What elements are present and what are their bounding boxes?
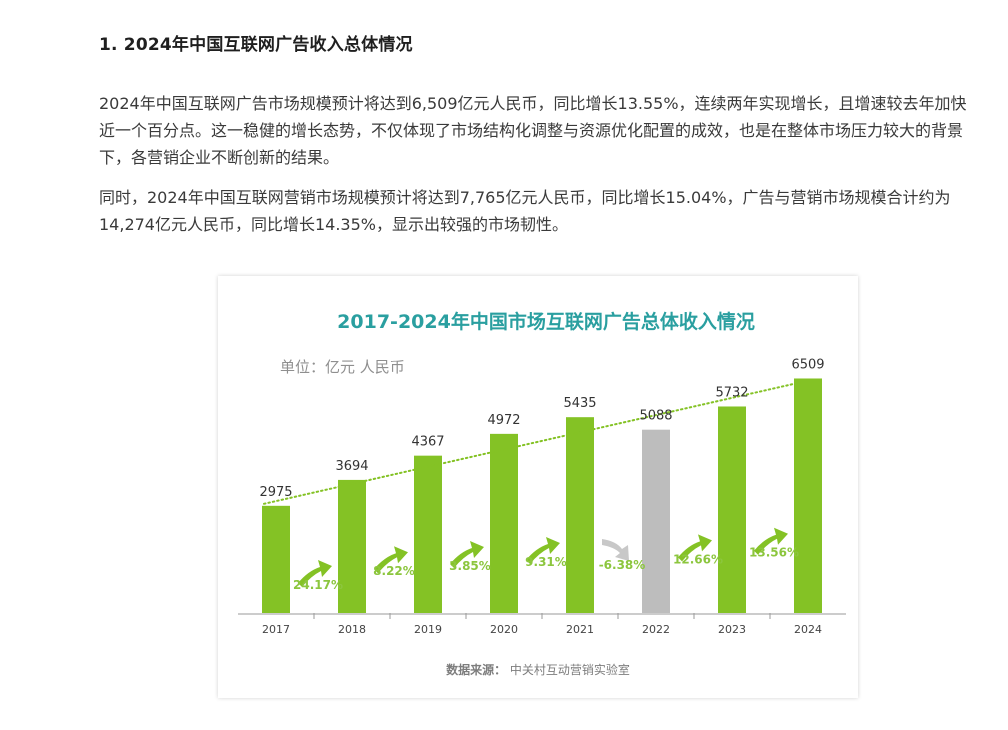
x-tick-2021: 2021	[566, 623, 594, 636]
bar-2023	[718, 406, 746, 613]
bar-2018	[338, 479, 366, 613]
x-tick-2017: 2017	[262, 623, 290, 636]
value-label-2022: 5088	[639, 409, 672, 424]
article-paragraph-1: 2024年中国互联网广告市场规模预计将达到6,509亿元人民币，同比增长13.5…	[99, 94, 967, 167]
x-tick-2024: 2024	[794, 623, 822, 636]
up-arrow-icon-2018	[298, 560, 332, 588]
x-tick-2023: 2023	[718, 623, 746, 636]
article-heading: 1. 2024年中国互联网广告收入总体情况	[99, 35, 413, 55]
bar-2022	[642, 429, 670, 613]
growth-label-2023: 12.66%	[673, 552, 723, 566]
x-tick-2022: 2022	[642, 623, 670, 636]
up-arrow-icon-2019	[374, 546, 408, 574]
chart-title: 2017-2024年中国市场互联网广告总体收入情况	[337, 310, 755, 333]
value-label-2020: 4972	[487, 413, 520, 428]
bar-2024	[794, 378, 822, 613]
bar-2017	[262, 505, 290, 613]
bar-2020	[490, 433, 518, 613]
value-label-2024: 6509	[791, 357, 824, 372]
up-arrow-icon-2023	[678, 534, 712, 562]
up-arrow-icon-2024	[754, 527, 788, 555]
article-paragraph-2: 同时，2024年中国互联网营销市场规模预计将达到7,765亿元人民币，同比增长1…	[99, 188, 951, 234]
chart-unit-label: 单位：亿元 人民币	[280, 358, 405, 376]
trend-line	[263, 381, 801, 505]
source-value: 中关村互动营销实验室	[510, 662, 630, 677]
down-arrow-icon-2022	[602, 539, 629, 562]
x-tick-2020: 2020	[490, 623, 518, 636]
bar-2021	[566, 417, 594, 613]
value-label-2019: 4367	[411, 435, 444, 450]
up-arrow-icon-2021	[526, 537, 560, 565]
x-tick-2018: 2018	[338, 623, 366, 636]
value-label-2021: 5435	[563, 396, 596, 411]
value-label-2017: 2975	[259, 485, 292, 500]
bar-2019	[414, 455, 442, 613]
growth-label-2022: -6.38%	[599, 558, 646, 572]
growth-label-2024: 13.56%	[749, 546, 799, 560]
x-tick-2019: 2019	[414, 623, 442, 636]
chart-image: 2017-2024年中国市场互联网广告总体收入情况 单位：亿元 人民币 2975…	[218, 276, 858, 698]
source-label: 数据来源：	[446, 662, 506, 677]
growth-label-2020: 3.85%	[449, 559, 491, 573]
growth-label-2021: 9.31%	[525, 555, 567, 569]
growth-label-2018: 24.17%	[293, 578, 343, 592]
chart-source: 数据来源： 中关村互动营销实验室	[446, 662, 630, 677]
bar-chart: 2017-2024年中国市场互联网广告总体收入情况 单位：亿元 人民币 2975…	[238, 310, 846, 677]
growth-label-2019: 8.22%	[373, 564, 415, 578]
value-label-2018: 3694	[335, 459, 368, 474]
value-label-2023: 5732	[715, 385, 748, 400]
up-arrow-icon-2020	[450, 541, 484, 569]
